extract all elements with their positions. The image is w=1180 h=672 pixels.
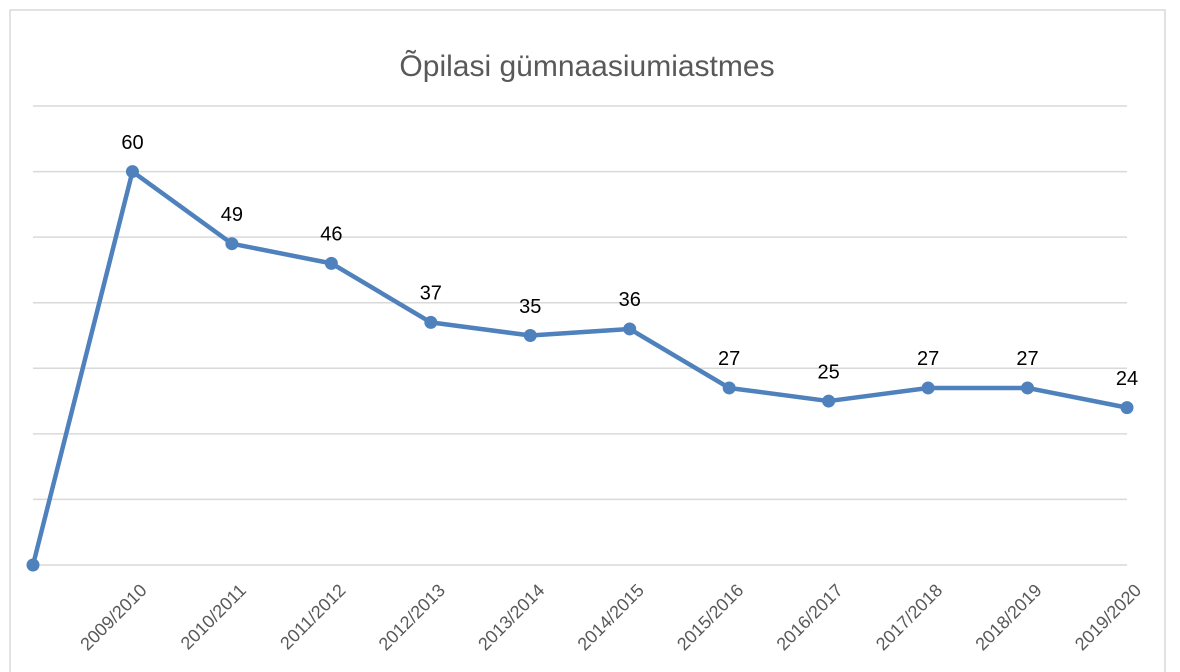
data-label: 27 xyxy=(917,348,939,370)
data-point xyxy=(1120,401,1134,415)
data-point xyxy=(523,329,537,342)
data-point xyxy=(225,237,239,251)
data-label: 27 xyxy=(718,348,740,370)
data-point xyxy=(324,256,338,270)
data-point xyxy=(1021,381,1035,395)
data-point xyxy=(921,381,935,395)
data-line xyxy=(30,169,1128,566)
chart-title: Õpilasi gümnaasiumiastmes xyxy=(399,49,774,83)
data-label: 27 xyxy=(1016,348,1038,370)
chart-frame xyxy=(9,9,1166,672)
data-point xyxy=(424,315,438,329)
data-point xyxy=(623,322,637,336)
data-label: 60 xyxy=(121,132,143,154)
data-label: 36 xyxy=(619,289,641,311)
data-label: 49 xyxy=(221,204,243,226)
data-point xyxy=(125,165,139,179)
data-point xyxy=(822,394,836,408)
data-point xyxy=(26,558,40,572)
data-label: 46 xyxy=(320,224,342,246)
data-point xyxy=(722,381,736,395)
data-label: 24 xyxy=(1116,368,1138,390)
data-label: 35 xyxy=(519,296,541,318)
data-label: 25 xyxy=(818,361,840,383)
data-label: 37 xyxy=(420,283,442,305)
